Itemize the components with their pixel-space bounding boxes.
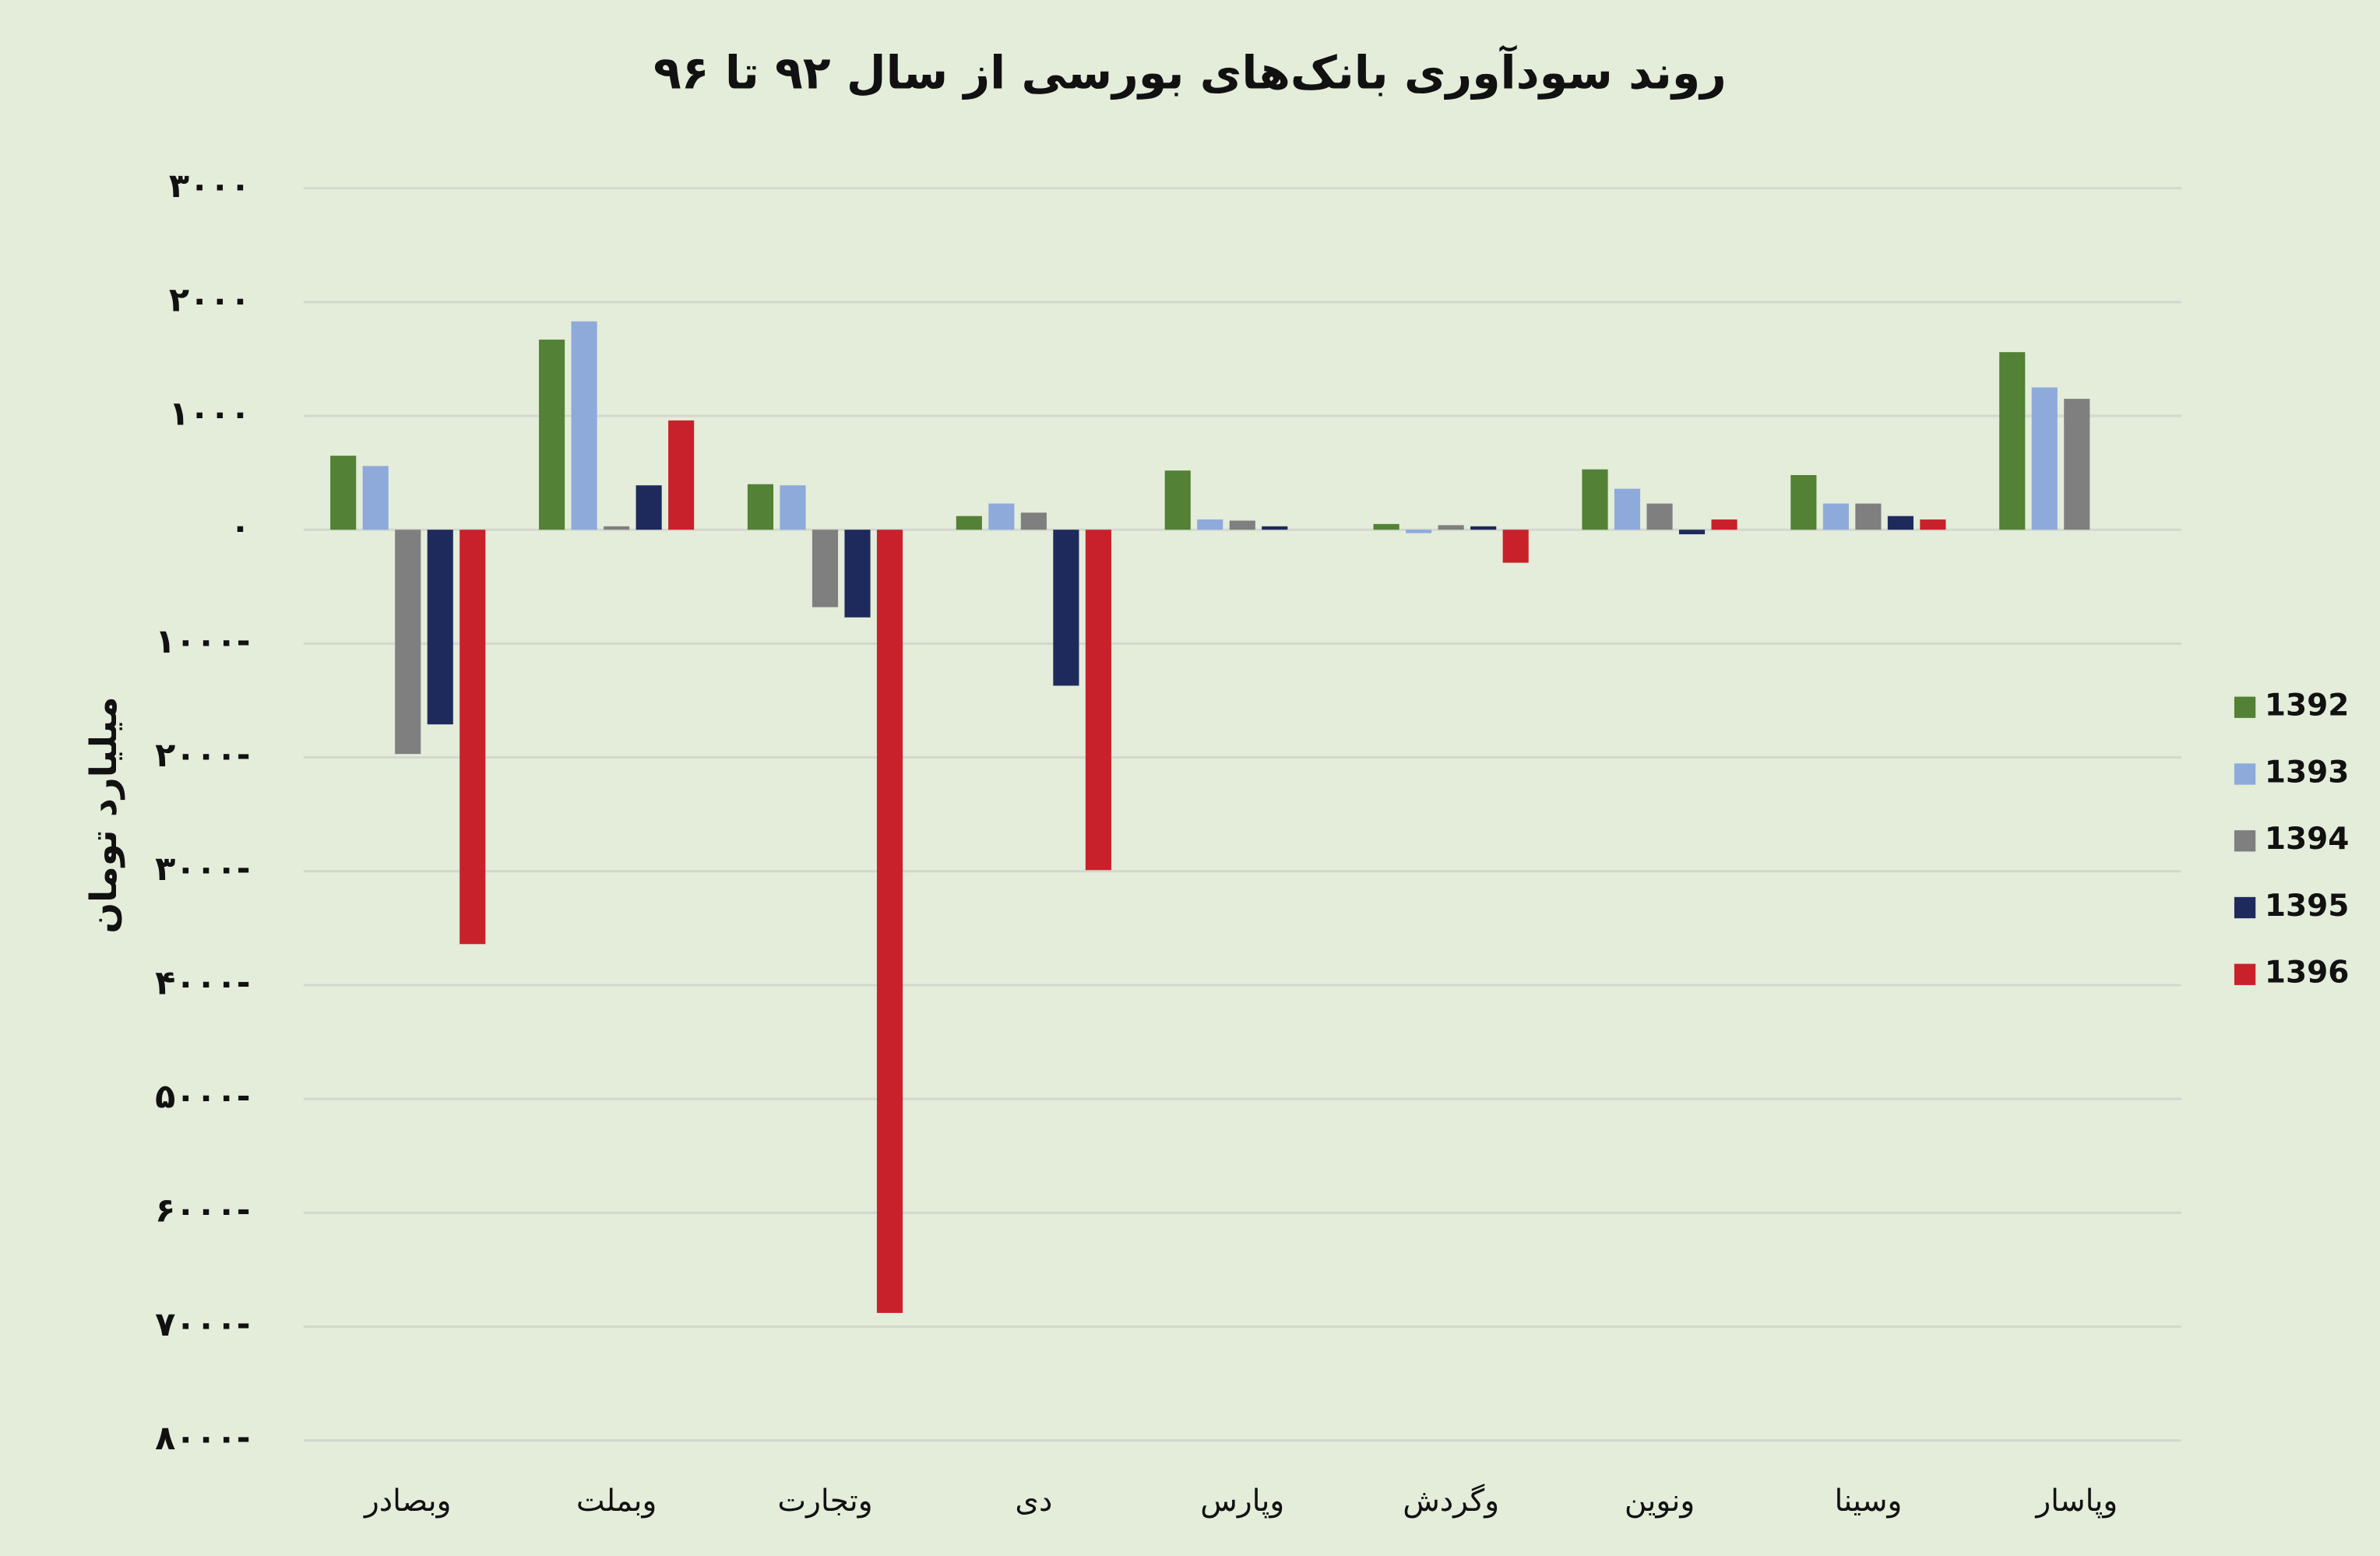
bar: [668, 420, 695, 530]
y-tick-label: ۳۰۰۰-: [155, 850, 250, 889]
bar: [1373, 523, 1399, 530]
legend-label: 1392: [2265, 688, 2349, 723]
bar: [1678, 530, 1706, 535]
y-axis-label: میلیارد تومان: [83, 696, 125, 933]
legend-swatch: [2234, 896, 2256, 919]
bar: [1582, 469, 1608, 530]
bar: [1855, 503, 1882, 530]
bar: [1790, 475, 1817, 530]
legend-label: 1394: [2265, 822, 2349, 857]
y-tick-label: ۶۰۰۰-: [155, 1192, 250, 1230]
chart-area: روند سودآوری بانک‌های بورسی از سال ۹۲ تا…: [83, 45, 2349, 1519]
bar: [1438, 525, 1464, 530]
bar: [571, 321, 597, 530]
bar: [1262, 526, 1288, 530]
bar: [1164, 470, 1191, 530]
bar: [1614, 488, 1641, 530]
bar: [2031, 387, 2058, 530]
x-tick-label: ونوین: [1625, 1484, 1695, 1519]
bar: [876, 530, 903, 1313]
bar: [2064, 399, 2090, 530]
bar: [1053, 530, 1079, 686]
bar: [1920, 519, 1946, 530]
bar: [395, 530, 421, 755]
x-tick-label: وسینا: [1834, 1484, 1902, 1519]
legend-label: 1396: [2265, 956, 2349, 991]
x-tick-label: وپارس: [1200, 1484, 1284, 1519]
y-tick-label: ۸۰۰۰-: [155, 1419, 250, 1458]
legend-swatch: [2234, 763, 2256, 785]
bar: [427, 530, 453, 725]
bar: [330, 456, 357, 530]
bar: [780, 485, 806, 530]
bar: [844, 530, 871, 618]
bar: [1470, 526, 1497, 530]
x-tick-label: وپاسار: [2034, 1484, 2118, 1519]
bar: [459, 530, 486, 945]
x-tick-label: وبصادر: [363, 1484, 452, 1519]
bar: [1999, 352, 2026, 530]
y-tick-label: ۳۰۰۰: [169, 167, 251, 206]
x-tick-label: وبملت: [576, 1484, 657, 1519]
y-tick-label: ۲۰۰۰: [169, 280, 251, 319]
legend-label: 1393: [2265, 755, 2349, 790]
x-tick-label: دی: [1015, 1484, 1052, 1519]
bar: [1085, 530, 1111, 871]
y-tick-label: ۲۰۰۰-: [155, 736, 250, 775]
y-tick-label: ۴۰۰۰-: [155, 963, 250, 1002]
bar: [539, 340, 565, 530]
x-tick-label: وگردش: [1403, 1484, 1499, 1519]
bar: [1887, 516, 1914, 530]
bar: [1229, 520, 1255, 530]
x-tick-label: وتجارت: [777, 1484, 872, 1519]
legend-swatch: [2234, 830, 2256, 852]
bar: [1020, 512, 1047, 530]
bar: [1646, 503, 1673, 530]
chart-title: روند سودآوری بانک‌های بورسی از سال ۹۲ تا…: [653, 45, 1727, 100]
y-tick-label: ۱۰۰۰-: [155, 622, 250, 661]
bar: [988, 503, 1015, 530]
legend-swatch: [2234, 696, 2256, 718]
bar: [747, 484, 774, 530]
y-tick-label: ۷۰۰۰-: [155, 1305, 250, 1344]
y-tick-label: ۱۰۰۰: [169, 395, 251, 434]
bar: [1197, 519, 1223, 530]
bar: [1822, 503, 1849, 530]
legend-label: 1395: [2265, 889, 2349, 924]
legend-swatch: [2234, 963, 2256, 985]
bar: [812, 530, 839, 607]
bar: [604, 526, 630, 530]
bar: [1711, 519, 1737, 530]
y-tick-label: ۵۰۰۰-: [155, 1078, 250, 1117]
bar: [956, 516, 982, 530]
bar: [635, 485, 662, 530]
bar: [1502, 530, 1529, 563]
bar: [1406, 530, 1432, 533]
bar: [362, 466, 389, 530]
y-tick-label: ۰: [230, 509, 250, 547]
